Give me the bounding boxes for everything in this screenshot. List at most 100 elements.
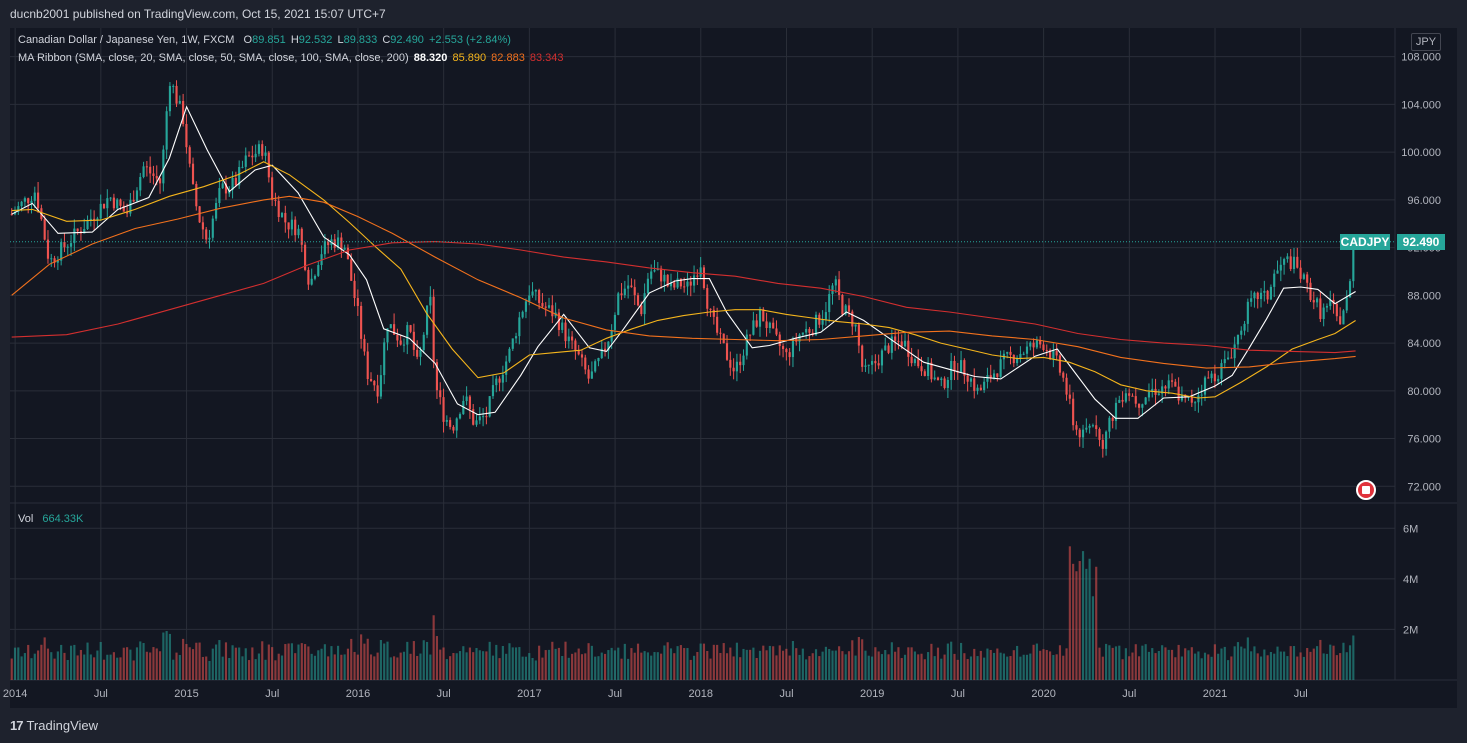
volume-bar: [933, 656, 936, 680]
candle-body: [145, 166, 148, 168]
candle-body: [1296, 256, 1299, 268]
volume-bar: [1170, 649, 1174, 680]
volume-bar: [211, 648, 214, 680]
volume-bar: [755, 657, 758, 680]
candle-body: [69, 243, 73, 247]
volume-bar: [834, 650, 837, 680]
volume-bar: [607, 650, 610, 680]
volume-bar: [396, 657, 399, 680]
candle-body: [122, 205, 125, 212]
volume-bar: [333, 654, 336, 680]
volume-bar: [501, 645, 504, 680]
volume-bar: [182, 638, 185, 680]
candle-body: [917, 359, 920, 367]
candle-body: [425, 305, 429, 335]
candle-body: [986, 375, 989, 382]
volume-bar: [373, 656, 376, 680]
volume-bar: [683, 648, 686, 680]
candle-body: [389, 324, 392, 329]
volume-bar: [920, 653, 923, 680]
price-tick-label: 80.000: [1407, 386, 1441, 398]
candle-body: [1147, 391, 1151, 398]
candle-body: [485, 416, 488, 418]
candle-body: [514, 336, 518, 339]
currency-badge[interactable]: JPY: [1411, 33, 1441, 51]
volume-bar: [719, 652, 722, 680]
volume-bar: [864, 650, 867, 680]
volume-bar: [53, 658, 56, 680]
candle-body: [218, 188, 221, 203]
candle-body: [310, 278, 313, 285]
time-tick-label: 2019: [860, 688, 884, 700]
candle-body: [1309, 282, 1312, 301]
tradingview-brand[interactable]: 17 TradingView: [10, 718, 98, 733]
volume-bar: [742, 648, 745, 680]
candle-body: [854, 324, 857, 327]
candle-body: [53, 258, 56, 263]
volume-bar: [956, 659, 959, 680]
time-tick-label: 2021: [1203, 688, 1227, 700]
canada-flag-icon[interactable]: [1356, 480, 1376, 500]
candle-body: [383, 342, 386, 376]
volume-bar: [1243, 648, 1246, 680]
candle-body: [735, 361, 738, 372]
volume-bar: [910, 647, 913, 680]
volume-bar: [172, 659, 175, 680]
candle-body: [1190, 396, 1193, 403]
volume-bar: [824, 646, 827, 680]
candle-body: [393, 324, 396, 335]
volume-bar: [907, 647, 910, 680]
candle-body: [139, 177, 142, 191]
candle-body: [577, 350, 580, 355]
candle-body: [1203, 377, 1207, 395]
candle-body: [201, 222, 204, 230]
candle-body: [132, 199, 135, 202]
candle-body: [412, 331, 415, 350]
candle-body: [824, 312, 827, 320]
candle-body: [172, 85, 175, 87]
volume-bar: [162, 632, 165, 680]
volume-tick-label: 4M: [1403, 574, 1418, 586]
volume-bar: [890, 642, 893, 680]
volume-bar: [198, 642, 201, 680]
volume-bar: [231, 645, 234, 680]
volume-bar: [716, 644, 719, 680]
volume-bar: [1134, 644, 1137, 680]
volume-bar: [93, 657, 96, 680]
candle-body: [1068, 394, 1071, 399]
candle-body: [439, 390, 442, 398]
candle-body: [297, 228, 300, 236]
candle-body: [63, 242, 66, 248]
candle-body: [870, 361, 874, 365]
volume-axis: 2M 4M 6M: [1403, 523, 1418, 636]
volume-bar: [505, 653, 508, 680]
volume-bar: [257, 653, 261, 680]
volume-bar: [745, 649, 748, 680]
time-tick-label: 2017: [517, 688, 541, 700]
candle-body: [182, 100, 185, 124]
candle-body: [13, 211, 17, 215]
volume-bar: [561, 655, 564, 680]
volume-bar: [805, 659, 808, 680]
volume-bar: [1194, 653, 1197, 680]
open-label: O: [243, 34, 253, 46]
candle-body: [775, 328, 778, 335]
candle-body: [158, 178, 162, 184]
candle-body: [488, 396, 491, 417]
volume-bar: [1111, 647, 1114, 680]
candle-body: [973, 378, 976, 391]
volume-bars: [10, 546, 1355, 680]
high-value: 92.532: [298, 34, 333, 46]
volume-bar: [406, 641, 409, 680]
candle-body: [155, 175, 158, 179]
candle-body: [1164, 386, 1167, 389]
volume-bar: [1029, 653, 1032, 680]
volume-bar: [1325, 653, 1329, 680]
candle-body: [1256, 292, 1259, 300]
volume-bar: [191, 649, 195, 680]
volume-bar: [1045, 649, 1048, 680]
candle-body: [953, 360, 956, 372]
volume-bar: [870, 656, 874, 680]
candle-body: [353, 280, 356, 299]
